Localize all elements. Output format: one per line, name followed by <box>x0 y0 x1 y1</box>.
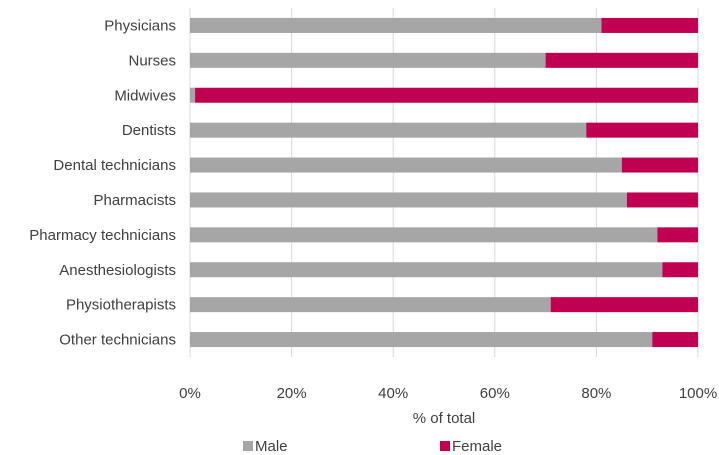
category-labels: Physicians Nurses Midwives Dentists Dental t… <box>29 17 176 348</box>
x-tick-label: 40% <box>378 385 408 402</box>
category-label: Nurses <box>128 52 176 69</box>
category-label: Midwives <box>114 87 176 104</box>
bar-male <box>190 122 587 138</box>
bar-female <box>586 122 698 138</box>
bar-male <box>190 87 196 103</box>
bar-female <box>657 227 698 243</box>
x-tick-label: 0% <box>179 385 201 402</box>
bar-male <box>190 192 627 208</box>
x-tick-label: 100% <box>679 385 717 402</box>
legend-swatch-male <box>243 441 253 451</box>
x-tick-label: 20% <box>277 385 307 402</box>
x-tick-label: 80% <box>581 385 611 402</box>
legend: Male Female <box>243 438 502 455</box>
bar-female <box>195 87 698 103</box>
x-axis-title: % of total <box>413 410 476 427</box>
category-label: Dental technicians <box>53 157 176 174</box>
bar-male <box>190 17 602 33</box>
bar-male <box>190 297 551 313</box>
bar-male <box>190 157 622 173</box>
bar-male <box>190 262 663 278</box>
x-tick-label: 60% <box>480 385 510 402</box>
category-label: Anesthesiologists <box>59 262 176 279</box>
legend-label-male: Male <box>255 438 288 455</box>
bar-male <box>190 332 653 348</box>
bar-female <box>545 52 698 68</box>
category-label: Physiotherapists <box>66 297 176 314</box>
category-label: Other technicians <box>59 332 176 349</box>
bar-female <box>621 157 698 173</box>
x-axis-ticks: 0% 20% 40% 60% 80% 100% <box>179 385 717 402</box>
bar-female <box>662 262 698 278</box>
bars-group <box>190 17 698 348</box>
bar-female <box>601 17 698 33</box>
bar-male <box>190 52 546 68</box>
bar-male <box>190 227 658 243</box>
bar-female <box>550 297 698 313</box>
category-label: Dentists <box>122 122 176 139</box>
legend-label-female: Female <box>452 438 502 455</box>
bar-female <box>652 332 698 348</box>
category-label: Physicians <box>104 17 176 34</box>
category-label: Pharmacists <box>93 192 176 209</box>
legend-swatch-female <box>440 441 450 451</box>
bar-female <box>626 192 698 208</box>
category-label: Pharmacy technicians <box>29 227 176 244</box>
